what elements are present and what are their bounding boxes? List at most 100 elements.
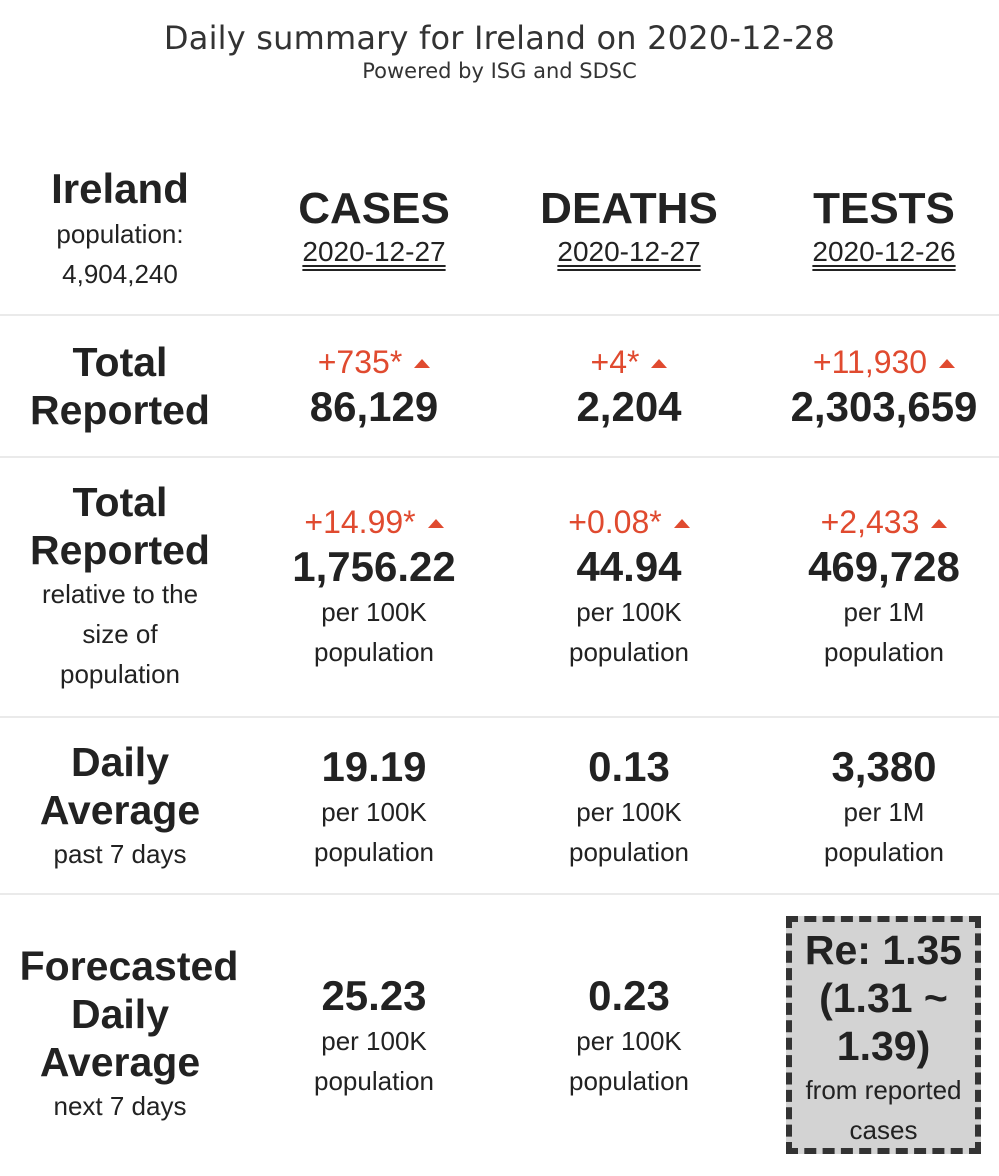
metric-unit: population bbox=[314, 637, 434, 667]
cases-forecast-cell: 25.23 per 100K population bbox=[248, 971, 500, 1101]
delta-text: +11,930 bbox=[812, 344, 928, 380]
metric-unit: per 100K bbox=[576, 1026, 682, 1056]
delta-value: +14.99* bbox=[248, 502, 500, 542]
metric-unit: population bbox=[314, 1066, 434, 1096]
row-sublabel: next 7 days bbox=[53, 1091, 187, 1121]
row-label-line: Average bbox=[39, 787, 201, 833]
row-sublabel: size of bbox=[82, 619, 158, 649]
column-date: 2020-12-27 bbox=[557, 236, 701, 267]
delta-value: +2,433 bbox=[758, 502, 999, 542]
population-label: population: bbox=[56, 219, 184, 249]
row-label-line: Reported bbox=[30, 527, 210, 573]
delta-value: +11,930 bbox=[758, 342, 999, 382]
deaths-total-cell: +4* 2,204 bbox=[503, 342, 755, 432]
column-header-cases: CASES 2020-12-27 bbox=[248, 184, 500, 270]
row-label-line: Forecasted bbox=[19, 943, 239, 989]
tests-relative-cell: +2,433 469,728 per 1M population bbox=[758, 502, 999, 672]
metric-unit: per 100K bbox=[321, 797, 427, 827]
metric-value: 3,380 bbox=[831, 743, 937, 790]
deaths-relative-cell: +0.08* 44.94 per 100K population bbox=[503, 502, 755, 672]
tests-total-cell: +11,930 2,303,659 bbox=[758, 342, 999, 432]
metric-unit: per 1M bbox=[843, 597, 925, 627]
metric-unit: per 100K bbox=[321, 597, 427, 627]
metric-unit: population bbox=[314, 837, 434, 867]
row-label-line: Total bbox=[72, 479, 168, 525]
column-date: 2020-12-27 bbox=[302, 236, 446, 267]
metric-value: 469,728 bbox=[808, 543, 960, 590]
metric-unit: per 100K bbox=[576, 797, 682, 827]
row-label-line: Daily bbox=[71, 739, 169, 785]
delta-text: +735* bbox=[317, 344, 403, 380]
re-source: from reported bbox=[805, 1075, 962, 1105]
row-label-line: Reported bbox=[30, 387, 210, 433]
column-title: DEATHS bbox=[540, 184, 718, 233]
country-block: Ireland population: 4,904,240 bbox=[0, 164, 240, 294]
triangle-up-icon bbox=[939, 359, 956, 368]
tests-daily-average-cell: 3,380 per 1M population bbox=[758, 742, 999, 872]
metric-unit: per 1M bbox=[843, 797, 925, 827]
row-sublabel: past 7 days bbox=[53, 839, 187, 869]
triangle-up-icon bbox=[414, 359, 431, 368]
report-header: Daily summary for Ireland on 2020-12-28 … bbox=[0, 18, 999, 84]
delta-text: +4* bbox=[590, 344, 640, 380]
metric-unit: population bbox=[569, 837, 689, 867]
metric-unit: population bbox=[824, 637, 944, 667]
deaths-forecast-cell: 0.23 per 100K population bbox=[503, 971, 755, 1101]
metric-value: 0.13 bbox=[588, 743, 670, 790]
metric-value: 19.19 bbox=[321, 743, 427, 790]
metric-unit: population bbox=[824, 837, 944, 867]
page-title: Daily summary for Ireland on 2020-12-28 bbox=[163, 19, 836, 57]
page-subtitle: Powered by ISG and SDSC bbox=[362, 59, 637, 83]
cases-relative-cell: +14.99* 1,756.22 per 100K population bbox=[248, 502, 500, 672]
column-title: CASES bbox=[298, 184, 450, 233]
re-estimate-box: Re: 1.35 (1.31 ~ 1.39) from reported cas… bbox=[786, 916, 981, 1154]
delta-text: +2,433 bbox=[820, 504, 920, 540]
cases-daily-average-cell: 19.19 per 100K population bbox=[248, 742, 500, 872]
column-title: TESTS bbox=[813, 184, 955, 233]
metric-unit: per 100K bbox=[321, 1026, 427, 1056]
delta-text: +14.99* bbox=[304, 504, 416, 540]
metric-value: 86,129 bbox=[309, 383, 439, 430]
metric-value: 2,303,659 bbox=[790, 383, 978, 430]
country-name: Ireland bbox=[51, 165, 189, 212]
re-interval-start: (1.31 ~ bbox=[819, 975, 948, 1021]
triangle-up-icon bbox=[931, 519, 948, 528]
row-divider bbox=[0, 716, 999, 718]
triangle-up-icon bbox=[673, 519, 690, 528]
deaths-daily-average-cell: 0.13 per 100K population bbox=[503, 742, 755, 872]
row-label-line: Total bbox=[72, 339, 168, 385]
row-label-forecast: Forecasted Daily Average next 7 days bbox=[0, 942, 258, 1126]
row-divider bbox=[0, 893, 999, 895]
column-header-deaths: DEATHS 2020-12-27 bbox=[503, 184, 755, 270]
row-divider bbox=[0, 314, 999, 316]
metric-value: 1,756.22 bbox=[292, 543, 456, 590]
row-label-total-reported: Total Reported bbox=[0, 338, 240, 434]
triangle-up-icon bbox=[427, 519, 444, 528]
row-divider bbox=[0, 456, 999, 458]
re-source: cases bbox=[849, 1115, 918, 1145]
row-label-line: Average bbox=[39, 1039, 201, 1085]
delta-value: +0.08* bbox=[503, 502, 755, 542]
re-interval-end: 1.39) bbox=[836, 1023, 931, 1069]
metric-value: 0.23 bbox=[588, 972, 670, 1019]
column-date: 2020-12-26 bbox=[812, 236, 956, 267]
delta-value: +4* bbox=[503, 342, 755, 382]
metric-value: 25.23 bbox=[321, 972, 427, 1019]
column-header-tests: TESTS 2020-12-26 bbox=[758, 184, 999, 270]
metric-unit: population bbox=[569, 1066, 689, 1096]
delta-text: +0.08* bbox=[568, 504, 662, 540]
triangle-up-icon bbox=[651, 359, 668, 368]
population-value: 4,904,240 bbox=[62, 259, 178, 289]
metric-unit: per 100K bbox=[576, 597, 682, 627]
metric-unit: population bbox=[569, 637, 689, 667]
row-sublabel: relative to the bbox=[41, 579, 199, 609]
metric-value: 44.94 bbox=[576, 543, 682, 590]
row-label-line: Daily bbox=[71, 991, 169, 1037]
cases-total-cell: +735* 86,129 bbox=[248, 342, 500, 432]
row-label-relative: Total Reported relative to the size of p… bbox=[0, 478, 240, 694]
delta-value: +735* bbox=[248, 342, 500, 382]
metric-value: 2,204 bbox=[576, 383, 682, 430]
re-value: Re: 1.35 bbox=[804, 927, 963, 973]
row-sublabel: population bbox=[60, 659, 180, 689]
row-label-daily-average: Daily Average past 7 days bbox=[0, 738, 240, 874]
